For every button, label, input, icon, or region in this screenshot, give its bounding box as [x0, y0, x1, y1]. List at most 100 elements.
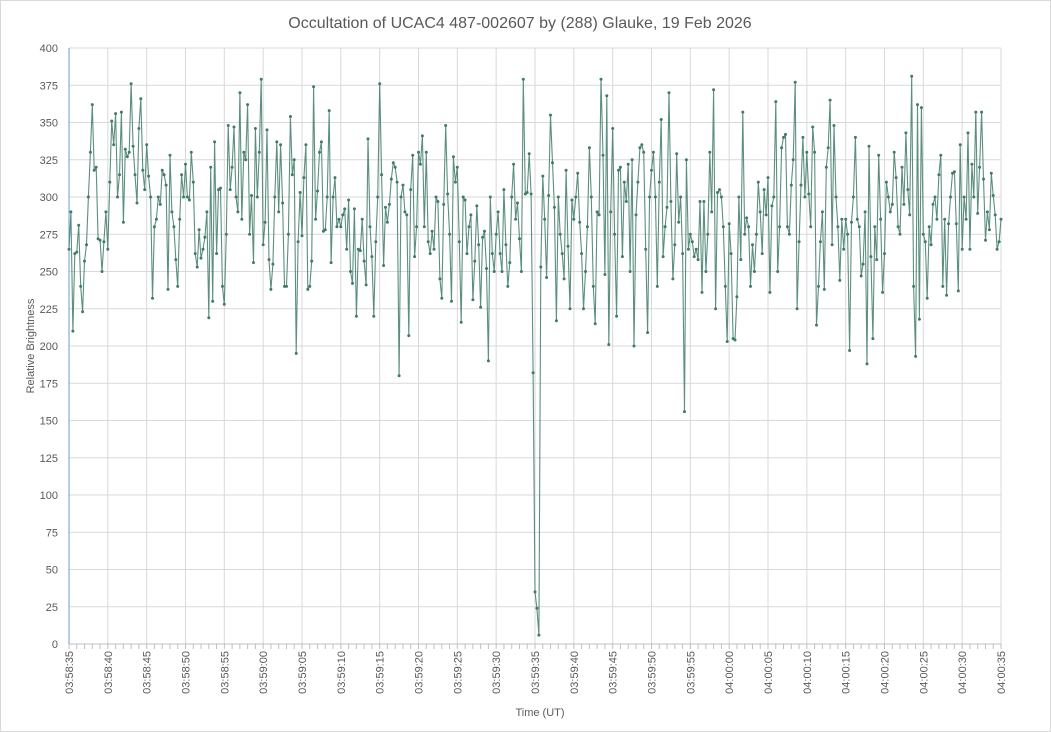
- data-point: [168, 153, 172, 157]
- data-point: [851, 195, 855, 199]
- data-point: [578, 220, 582, 224]
- data-point: [195, 265, 199, 269]
- data-point: [784, 132, 787, 136]
- data-point: [129, 82, 133, 86]
- data-point: [679, 195, 683, 199]
- data-point: [743, 232, 747, 236]
- data-point: [768, 290, 772, 294]
- data-point: [677, 220, 681, 224]
- data-point: [653, 195, 657, 199]
- data-point: [929, 243, 933, 247]
- data-point: [296, 240, 300, 244]
- data-point: [574, 195, 578, 199]
- data-point: [442, 202, 446, 206]
- y-tick-label: 100: [40, 490, 58, 502]
- data-point: [100, 270, 104, 273]
- data-point: [673, 243, 677, 247]
- data-point: [910, 74, 914, 78]
- data-point: [884, 180, 888, 184]
- data-point: [488, 195, 492, 199]
- data-point: [613, 232, 617, 236]
- data-point: [972, 195, 976, 199]
- data-point: [760, 252, 764, 256]
- y-tick-label: 200: [40, 341, 58, 353]
- data-point: [384, 205, 387, 209]
- data-point: [982, 177, 985, 181]
- data-point: [931, 202, 935, 206]
- data-point: [279, 143, 283, 147]
- x-tick-label: 03:58:45: [142, 651, 154, 694]
- data-point: [483, 229, 486, 233]
- data-point: [485, 267, 488, 270]
- data-point: [873, 225, 877, 229]
- data-point: [428, 252, 432, 256]
- data-point: [644, 247, 648, 251]
- data-point: [453, 180, 457, 184]
- data-point: [490, 252, 494, 256]
- x-tick-label: 03:59:35: [530, 651, 542, 694]
- data-point: [923, 240, 927, 244]
- data-point: [184, 162, 187, 166]
- x-tick-label: 03:59:15: [375, 651, 387, 694]
- data-point: [265, 128, 269, 132]
- data-point: [543, 217, 547, 221]
- data-point: [708, 150, 712, 154]
- data-point: [512, 162, 516, 166]
- x-tick-label: 04:00:30: [957, 651, 969, 694]
- y-tick-label: 250: [40, 267, 58, 279]
- data-point: [945, 293, 949, 297]
- data-point: [106, 247, 110, 251]
- data-point: [228, 188, 232, 192]
- y-tick-label: 275: [40, 229, 58, 241]
- data-point: [560, 252, 564, 256]
- data-point: [397, 374, 401, 378]
- data-point: [211, 299, 215, 303]
- data-point: [698, 200, 702, 203]
- x-tick-label: 04:00:05: [763, 651, 775, 694]
- data-point: [747, 225, 751, 229]
- data-point: [98, 238, 102, 242]
- data-point: [865, 362, 869, 366]
- data-point: [182, 195, 186, 199]
- x-tick-label: 03:58:35: [64, 651, 76, 694]
- data-point: [813, 150, 817, 154]
- data-point: [894, 176, 898, 180]
- data-point: [446, 192, 450, 196]
- y-tick-label: 175: [40, 378, 58, 390]
- data-point: [94, 165, 98, 169]
- data-point: [892, 150, 896, 154]
- data-point: [591, 284, 595, 288]
- data-point: [861, 262, 865, 266]
- data-point: [333, 176, 337, 180]
- data-point: [401, 183, 405, 187]
- data-point: [469, 213, 473, 217]
- data-point: [193, 252, 197, 256]
- data-point: [205, 210, 209, 214]
- data-point: [690, 240, 694, 244]
- data-point: [236, 210, 240, 214]
- data-point: [776, 270, 780, 273]
- y-tick-label: 225: [40, 304, 58, 316]
- data-point: [597, 213, 601, 217]
- data-point: [294, 351, 298, 355]
- gridlines: [69, 47, 1002, 644]
- data-point: [248, 232, 252, 236]
- data-point: [595, 210, 599, 214]
- data-point: [636, 180, 640, 184]
- data-point: [883, 252, 886, 256]
- data-point: [729, 252, 733, 256]
- x-tick-label: 03:59:20: [414, 651, 426, 694]
- data-point: [275, 140, 279, 144]
- data-point: [269, 287, 273, 291]
- data-point: [413, 255, 417, 259]
- data-point: [541, 174, 545, 178]
- data-point: [131, 144, 135, 148]
- data-point: [904, 131, 908, 135]
- data-point: [149, 195, 153, 199]
- data-point: [191, 180, 195, 184]
- data-point: [956, 289, 960, 293]
- data-point: [582, 307, 585, 311]
- data-point: [809, 225, 813, 229]
- data-point: [912, 284, 916, 288]
- data-point: [694, 247, 698, 251]
